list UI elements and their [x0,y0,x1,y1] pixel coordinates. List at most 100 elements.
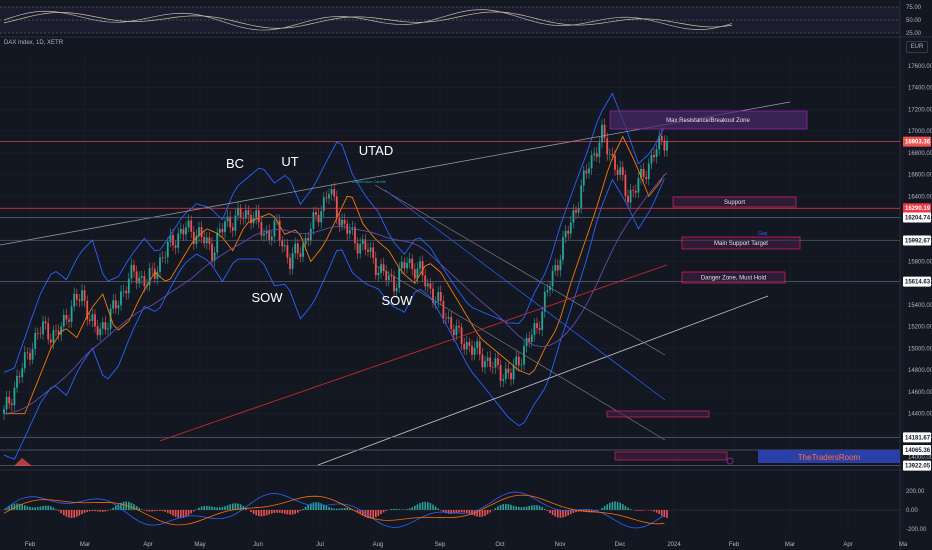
candle-body [81,290,83,302]
macd-bar [68,510,70,518]
macd-bar [538,505,541,510]
price-tick-label: 17000.00 [908,129,932,135]
candle-body [562,237,564,260]
macd-bar [476,510,478,517]
candle-body [598,142,601,157]
macd-signal-line [3,494,665,526]
candle-body [83,290,86,301]
candle-body [595,153,598,157]
macd-bar [219,507,221,510]
macd-bar [50,506,52,510]
gap-zone-small [606,410,710,418]
price-badge [903,445,931,456]
macd-bar [172,510,174,516]
macd-bar [203,505,205,510]
candle-body [556,265,559,271]
macd-bar [258,510,260,517]
candle-body [413,269,416,279]
candle-body [491,366,494,368]
macd-tick-label: 200.00 [906,489,925,495]
macd-bar [343,507,346,510]
macd-bar [102,510,104,512]
candle-body [577,208,580,213]
candle-body [213,252,216,261]
candle-body [320,211,323,223]
price-tick-label: 15200.00 [908,325,932,331]
macd-bar [57,510,60,512]
candle-body [445,317,447,319]
candle-body [354,227,356,244]
macd-bar [304,506,307,510]
price-tick-label: 15400.00 [908,303,932,309]
candle-body [567,230,570,234]
price-badge [903,136,931,147]
time-tick-label: Mar [785,542,795,548]
macd-bar [453,510,455,514]
candle-body [304,237,307,245]
candle-body [96,326,99,336]
macd-bar [130,502,133,510]
candle-body [42,321,44,335]
time-tick-label: Apr [843,542,852,548]
candle-body [47,323,50,340]
candle-body [460,327,463,344]
time-tick-label: Ma [899,542,908,548]
macd-bar [442,510,445,513]
macd-bar [616,501,619,510]
macd-bar [5,507,8,510]
macd-bar [271,510,273,514]
macd-bar [588,510,590,513]
macd-bar [515,506,517,510]
candle-body [585,170,588,174]
candle-body [239,208,242,218]
macd-bar [502,504,504,510]
candle-body [663,140,666,151]
candle-body [268,230,271,240]
candle-body [437,292,440,302]
price-tick-label: 16400.00 [908,194,932,200]
candle-body [484,361,486,368]
macd-bar [138,507,140,510]
macd-bar [533,505,536,510]
macd-bar [34,507,36,510]
candle-body [257,210,260,223]
candle-body [49,339,52,343]
currency-selector[interactable]: EUR [906,41,928,53]
candle-body [31,349,34,360]
candle-body [166,242,169,258]
macd-bar [419,503,421,510]
macd-bar [161,510,164,512]
candle-body [530,335,533,343]
candle-body [634,190,637,193]
macd-bar [294,510,296,514]
candle-body [138,277,141,284]
macd-bar [281,510,283,514]
candle-body [359,244,362,254]
macd-bar [273,510,276,514]
macd-bar [65,510,68,517]
candle-body [3,409,5,414]
macd-bar [73,510,75,518]
macd-bar [159,510,161,511]
price-tick-label: 14400.00 [908,412,932,418]
gap-zone-large [614,451,728,461]
candle-body [616,169,619,175]
macd-bar [284,510,286,514]
candle-body [608,153,611,155]
macd-bar [148,510,151,512]
candle-body [343,219,346,224]
macd-bar [408,508,411,510]
candle-body [364,239,367,250]
candle-body [341,219,343,226]
candle-body [307,237,310,241]
candle-body [569,222,572,234]
candle-body [328,194,330,199]
macd-bar [180,510,182,519]
candle-body [44,321,47,324]
macd-bar [63,510,65,516]
macd-bar [609,502,611,510]
macd-bar [546,510,549,511]
candle-body [294,243,297,254]
macd-bar [375,510,377,518]
